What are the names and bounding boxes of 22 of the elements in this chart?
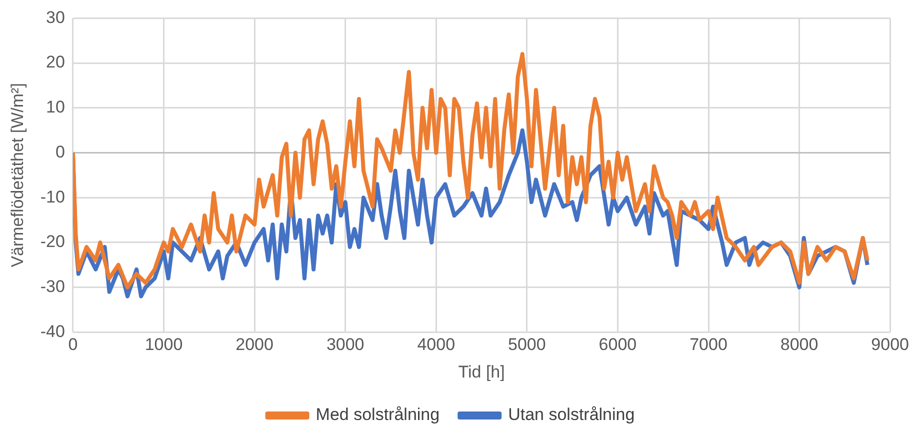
x-tick-label: 9000 [871,335,910,354]
x-tick-label: 3000 [326,335,364,354]
y-tick-label: -10 [40,187,65,206]
y-tick-label: -20 [40,232,65,252]
legend-label: Utan solstrålning [508,405,635,424]
legend-label: Med solstrålning [316,405,440,424]
x-tick-label: 4000 [417,335,456,354]
x-tick-label: 2000 [236,335,274,354]
x-tick-label: 7000 [690,335,728,354]
x-tick-label: 6000 [598,335,637,354]
y-tick-label: 0 [56,142,65,162]
x-axis-title: Tid [h] [458,362,505,382]
y-tick-label: 20 [46,52,65,72]
x-tick-label: 8000 [780,335,818,354]
y-tick-label: -30 [40,277,65,296]
x-tick-label: 5000 [508,335,546,354]
y-tick-label: 10 [46,98,65,117]
x-tick-label: 1000 [144,335,183,354]
y-tick-label: -40 [40,322,65,341]
y-tick-label: 30 [46,8,65,27]
x-tick-label: 0 [68,335,78,354]
y-axis-title: Värmeflödetäthet [W/m²] [8,83,27,268]
